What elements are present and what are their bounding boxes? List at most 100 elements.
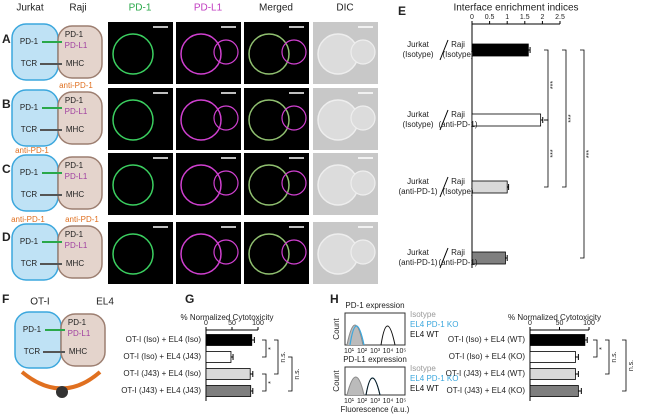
category-label: Raji — [451, 248, 465, 257]
y-axis-label: Count — [332, 318, 341, 340]
panel-label: C — [2, 162, 11, 176]
receptor-label: PD-1 — [20, 37, 39, 46]
legend-entry: EL4 PD-1 KO — [410, 320, 458, 329]
cell-right — [57, 225, 103, 279]
receptor-label: TCR — [24, 347, 41, 356]
panel-label: B — [2, 97, 11, 111]
cell-name: Raji — [69, 3, 86, 14]
legend-entry: EL4 WT — [410, 330, 439, 339]
receptor-label: TCR — [21, 190, 38, 199]
histogram-curve — [346, 376, 365, 396]
panel-label: A — [2, 32, 11, 46]
category-label: Jurkat — [407, 248, 430, 257]
category-label: OT-I (Iso) + EL4 (J43) — [123, 352, 201, 361]
cell-outline — [112, 164, 154, 206]
cell-outline — [213, 170, 239, 196]
x-tick-label: 0.5 — [485, 14, 495, 21]
cell-outline — [248, 99, 290, 141]
ligand-label: PD-L1 — [65, 241, 88, 250]
cell-outline — [281, 239, 307, 265]
receptor-label: TCR — [21, 125, 38, 134]
significance-label: *** — [550, 149, 557, 157]
y-axis-label: Count — [332, 370, 341, 392]
ligand-label: PD-1 — [65, 161, 84, 170]
ligand-label: MHC — [66, 259, 84, 268]
image-tile — [244, 222, 309, 284]
cell-outline — [281, 170, 307, 196]
significance-bracket — [580, 49, 585, 259]
antibody-label: anti-PD-1 — [11, 215, 45, 224]
category-label: OT-I (Iso) + EL4 (WT) — [448, 335, 525, 344]
antibody-label: anti-PD-1 — [15, 146, 49, 155]
legend-entry: EL4 WT — [410, 384, 439, 393]
cell-outline — [350, 39, 376, 65]
x-tick-label: 100 — [583, 320, 595, 327]
cell-outline — [180, 33, 222, 75]
histogram-title: PD-L1 expression — [343, 355, 407, 364]
receptor-label: PD-1 — [23, 325, 42, 334]
ligand-label: PD-L1 — [68, 329, 91, 338]
cell-outline — [350, 170, 376, 196]
significance-label: *** — [550, 81, 557, 89]
category-label: (Isotype) — [442, 50, 473, 59]
bar — [529, 368, 576, 380]
cell-outline — [112, 99, 154, 141]
antibody-label: anti-PD-1 — [59, 81, 93, 90]
receptor-label: TCR — [21, 259, 38, 268]
cell-right — [57, 156, 103, 210]
ligand-label: PD-L1 — [65, 41, 88, 50]
category-label: (anti-PD-1) — [438, 120, 477, 129]
category-label: (Isotype) — [442, 187, 473, 196]
x-tick-label: 2.5 — [555, 14, 565, 21]
bar — [205, 368, 251, 380]
histogram-curve — [346, 324, 364, 346]
ligand-label: PD-1 — [65, 30, 84, 39]
image-tile — [176, 88, 241, 150]
significance-bracket — [593, 339, 598, 358]
x-tick-label: 10¹ — [344, 348, 355, 355]
x-tick-label: 0 — [528, 320, 532, 327]
panel-label: D — [2, 230, 11, 244]
significance-bracket — [288, 356, 293, 392]
cell-right — [57, 25, 103, 79]
significance-bracket — [262, 373, 267, 392]
column-title: Merged — [259, 3, 293, 14]
x-tick-label: 0 — [204, 320, 208, 327]
significance-bracket — [544, 119, 549, 188]
significance-label: *** — [586, 150, 593, 158]
cell-name: Jurkat — [16, 3, 43, 14]
antibody-label: anti-PD-1 — [65, 215, 99, 224]
ligand-label: PD-1 — [65, 230, 84, 239]
x-tick-label: 100 — [252, 320, 264, 327]
bar — [529, 334, 586, 346]
category-label: Raji — [451, 40, 465, 49]
category-label: OT-I (J43) + EL4 (Iso) — [123, 369, 201, 378]
receptor-label: TCR — [21, 59, 38, 68]
x-tick-label: 10¹ — [344, 398, 355, 405]
receptor-label: PD-1 — [20, 103, 39, 112]
ligand-label: MHC — [66, 59, 84, 68]
cell-outline — [180, 99, 222, 141]
category-label: (anti-PD-1) — [398, 258, 437, 267]
significance-label: * — [268, 347, 275, 350]
chart-title: Interface enrichment indices — [453, 3, 578, 14]
x-tick-label: 10³ — [370, 398, 381, 405]
significance-bracket — [274, 339, 279, 375]
cell-right — [57, 91, 103, 145]
significance-bracket — [622, 339, 627, 392]
histogram-frame — [344, 312, 406, 346]
histogram-curve — [380, 325, 396, 346]
cell-outline — [281, 105, 307, 131]
cell-outline — [281, 39, 307, 65]
ligand-label: PD-1 — [68, 318, 87, 327]
x-tick-label: 10⁵ — [396, 398, 407, 405]
kill-arrow — [20, 370, 102, 391]
panel-label: G — [185, 292, 194, 306]
x-tick-label: 10⁴ — [383, 398, 394, 405]
category-label: Jurkat — [407, 40, 430, 49]
ligand-label: MHC — [69, 347, 87, 356]
chart-title: % Normalized Cytotoxicity — [181, 313, 274, 322]
significance-bracket — [562, 49, 567, 188]
histogram-title: PD-1 expression — [345, 301, 404, 310]
x-tick-label: 10⁴ — [383, 348, 394, 355]
